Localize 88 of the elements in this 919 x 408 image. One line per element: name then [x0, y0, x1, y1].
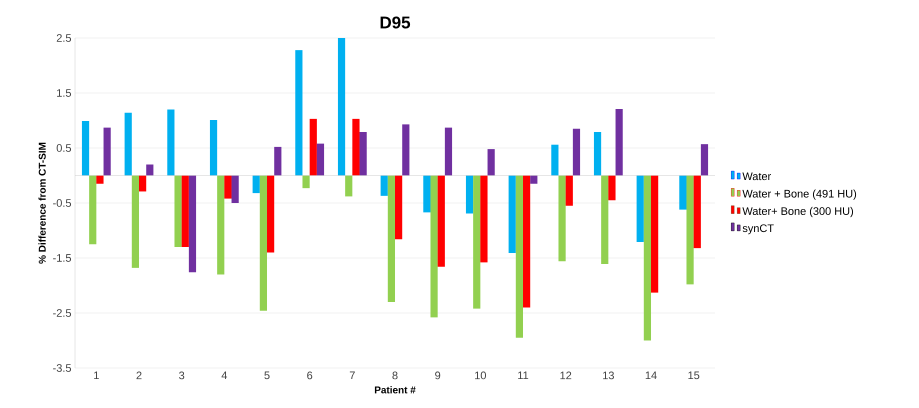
x-tick-label: 14: [646, 372, 657, 380]
legend-label: synCT: [742, 224, 774, 234]
bar: [252, 176, 260, 194]
x-tick-label: 4: [222, 372, 228, 380]
bar: [395, 176, 402, 240]
x-tick-label: 13: [603, 372, 614, 380]
bar: [224, 176, 232, 199]
bar: [438, 176, 445, 267]
bar: [295, 50, 302, 176]
bar: [608, 176, 616, 200]
legend-label: Water: [742, 172, 771, 180]
bar: [124, 112, 132, 176]
bar: [360, 132, 367, 176]
bar: [430, 176, 438, 318]
bar: [402, 124, 410, 176]
bar: [558, 176, 566, 262]
bar: [551, 144, 558, 176]
x-tick-label: 15: [688, 372, 700, 380]
y-tick-label: -2.5: [53, 309, 72, 317]
bar: [139, 176, 146, 192]
bar: [352, 118, 360, 176]
bar: [310, 118, 317, 176]
bar: [89, 176, 96, 244]
bar: [566, 176, 573, 206]
legend-label: Water + Bone (491 HU): [742, 190, 856, 200]
bar: [174, 176, 182, 247]
x-tick-label: 8: [392, 372, 398, 380]
bar: [316, 144, 324, 176]
x-tick-label: 11: [518, 372, 528, 380]
bar: [260, 176, 268, 311]
bar: [601, 176, 608, 264]
bar: [423, 176, 430, 212]
bar: [530, 176, 538, 184]
bar: [232, 176, 239, 204]
x-tick-label: 3: [179, 372, 184, 380]
y-tick-label: -0.5: [53, 199, 72, 207]
bar: [444, 128, 452, 176]
bar: [466, 176, 474, 214]
bar: [616, 108, 623, 176]
bar: [488, 149, 495, 176]
y-tick-label: 2.5: [56, 34, 72, 42]
chart-title: D95: [380, 16, 410, 29]
y-tick-label: -3.5: [53, 364, 72, 372]
legend-label: Water+ Bone (300 HU): [742, 206, 854, 218]
y-tick-label: -1.5: [53, 254, 72, 262]
x-tick-label: 7: [350, 372, 355, 380]
bar: [104, 128, 111, 176]
x-tick-label: 6: [307, 372, 312, 380]
bar: [345, 176, 352, 196]
bar: [644, 176, 652, 340]
bar: [146, 164, 154, 176]
bar: [217, 176, 224, 274]
x-tick-label: 9: [435, 372, 440, 380]
y-tick-label: 1.5: [57, 89, 72, 97]
y-tick-label: 0.5: [56, 144, 72, 152]
bar: [700, 144, 708, 176]
bar: [302, 176, 310, 188]
bar: [694, 176, 701, 248]
x-tick-label: 5: [264, 372, 270, 380]
bar: [274, 146, 282, 176]
bar: [594, 132, 602, 176]
bar: [167, 110, 174, 176]
bar: [210, 120, 218, 176]
bar: [132, 176, 140, 268]
bar: [508, 176, 516, 254]
bar: [651, 176, 658, 293]
x-tick-label: 2: [136, 372, 142, 380]
x-tick-label: 1: [94, 372, 99, 380]
bar: [679, 176, 686, 210]
bar: [686, 176, 694, 284]
bar: [188, 176, 196, 272]
bar: [267, 176, 274, 252]
bar: [96, 176, 104, 184]
bar: [473, 176, 480, 309]
x-axis-title: Patient #: [374, 386, 416, 394]
x-tick-label: 10: [475, 372, 486, 380]
bar: [516, 176, 524, 338]
bar: [480, 176, 488, 262]
bar: [338, 38, 346, 176]
y-axis-title: % Difference from CT-SIM: [38, 142, 46, 264]
x-tick-label: 12: [560, 372, 572, 380]
bar: [572, 128, 580, 176]
bar: [636, 176, 644, 242]
bar: [388, 176, 396, 302]
bar: [82, 121, 90, 176]
bar: [523, 176, 530, 308]
bar: [182, 176, 189, 247]
bar: [380, 176, 388, 196]
